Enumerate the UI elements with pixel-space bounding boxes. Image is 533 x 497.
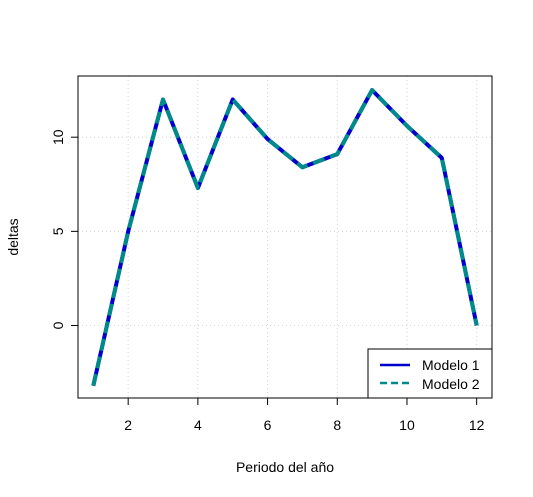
y-tick-label: 0 bbox=[50, 321, 66, 329]
x-tick-label: 10 bbox=[399, 417, 415, 433]
y-tick-label: 10 bbox=[50, 129, 66, 145]
x-tick-label: 4 bbox=[194, 417, 202, 433]
y-tick-label: 5 bbox=[50, 227, 66, 235]
legend: Modelo 1 Modelo 2 bbox=[368, 349, 492, 398]
x-tick-label: 12 bbox=[469, 417, 485, 433]
legend-label-modelo-1: Modelo 1 bbox=[422, 357, 480, 373]
x-axis-title: Periodo del año bbox=[236, 459, 334, 475]
x-tick-label: 6 bbox=[264, 417, 272, 433]
y-axis-title: deltas bbox=[5, 218, 21, 255]
x-tick-label: 2 bbox=[124, 417, 132, 433]
legend-label-modelo-2: Modelo 2 bbox=[422, 376, 480, 392]
x-tick-label: 8 bbox=[333, 417, 341, 433]
